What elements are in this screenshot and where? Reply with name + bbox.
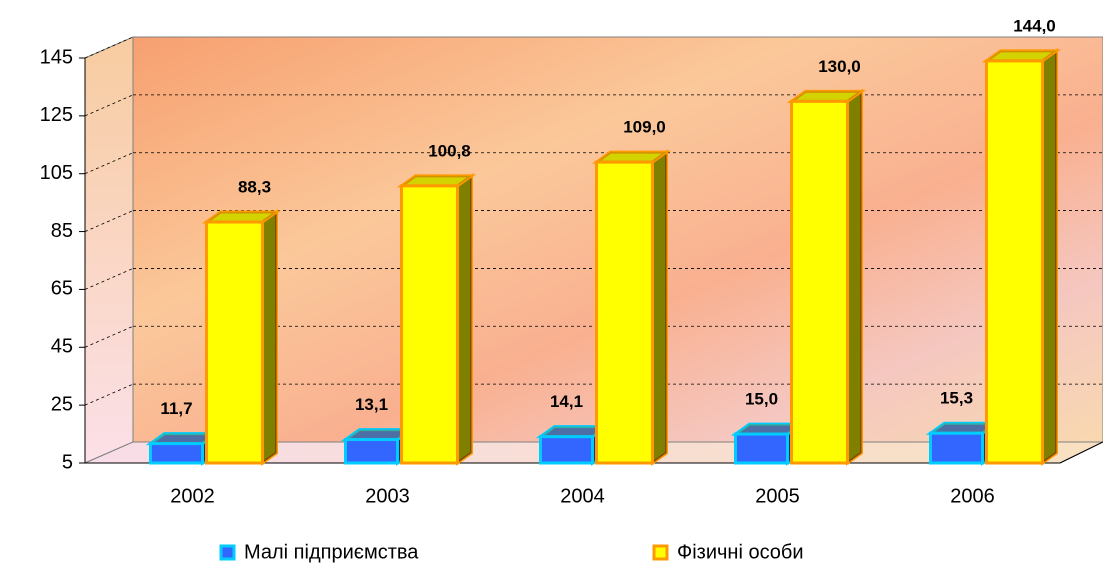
bar-top-shade <box>540 426 607 437</box>
value-label: 144,0 <box>1013 16 1056 35</box>
bar-top-shade <box>596 152 667 163</box>
y-tick-label: 65 <box>51 278 73 300</box>
grid-line <box>84 36 134 59</box>
bar <box>539 435 594 465</box>
value-label: 100,8 <box>428 141 471 160</box>
value-label: 15,0 <box>745 390 778 409</box>
y-tick-label: 5 <box>62 451 73 473</box>
grid-line <box>84 94 134 117</box>
legend: Малі підприємства Фізичні особи <box>219 541 804 563</box>
grid-line <box>84 268 134 290</box>
y-tick-label: 25 <box>51 393 73 415</box>
bar-top-shade <box>791 91 862 102</box>
value-label: 14,1 <box>550 392 583 411</box>
legend-label: Фізичні особи <box>677 541 804 563</box>
y-tick-label: 85 <box>51 220 73 242</box>
bar-top-shade <box>150 433 217 444</box>
bar <box>929 431 984 465</box>
grid-line <box>84 210 134 232</box>
x-tick-label: 2003 <box>365 485 410 507</box>
bar <box>595 160 654 465</box>
value-label: 109,0 <box>623 118 666 137</box>
bar <box>205 220 264 465</box>
x-axis <box>1059 441 1103 464</box>
x-tick-label: 2002 <box>170 485 215 507</box>
bar-side-shade <box>262 212 277 463</box>
y-tick-label: 145 <box>40 46 73 68</box>
bar <box>400 184 459 465</box>
grid-line <box>84 325 134 348</box>
x-tick-label: 2006 <box>950 485 995 507</box>
bar-side-shade <box>1042 50 1057 464</box>
value-label: 130,0 <box>818 57 861 76</box>
bar-top-shade <box>401 175 472 186</box>
value-label: 13,1 <box>355 395 388 414</box>
grid-line <box>84 383 134 406</box>
grid-line <box>84 152 134 175</box>
bar <box>985 59 1044 465</box>
y-tick-label: 125 <box>40 104 73 126</box>
value-label: 15,3 <box>940 389 973 408</box>
legend-swatch <box>219 544 236 561</box>
bar <box>790 99 849 465</box>
x-tick-label: 2004 <box>560 485 605 507</box>
value-label: 88,3 <box>238 178 271 197</box>
bar <box>344 438 399 465</box>
y-tick-label: 45 <box>51 336 73 358</box>
y-tick-label: 105 <box>40 162 73 184</box>
bar-top-shade <box>206 212 277 223</box>
bar <box>149 442 204 465</box>
bar-top-shade <box>735 424 802 435</box>
side-wall <box>84 36 134 464</box>
bar-top-shade <box>930 423 997 434</box>
legend-swatch <box>652 544 669 561</box>
bar-top-shade <box>345 429 412 440</box>
bar-side-shade <box>457 175 472 463</box>
bar-side-shade <box>847 91 862 464</box>
bar-side-shade <box>652 152 667 463</box>
legend-label: Малі підприємства <box>244 541 419 563</box>
x-tick-label: 2005 <box>755 485 800 507</box>
bar-top-shade <box>986 50 1057 61</box>
value-label: 11,7 <box>160 399 192 418</box>
bar <box>734 432 789 465</box>
